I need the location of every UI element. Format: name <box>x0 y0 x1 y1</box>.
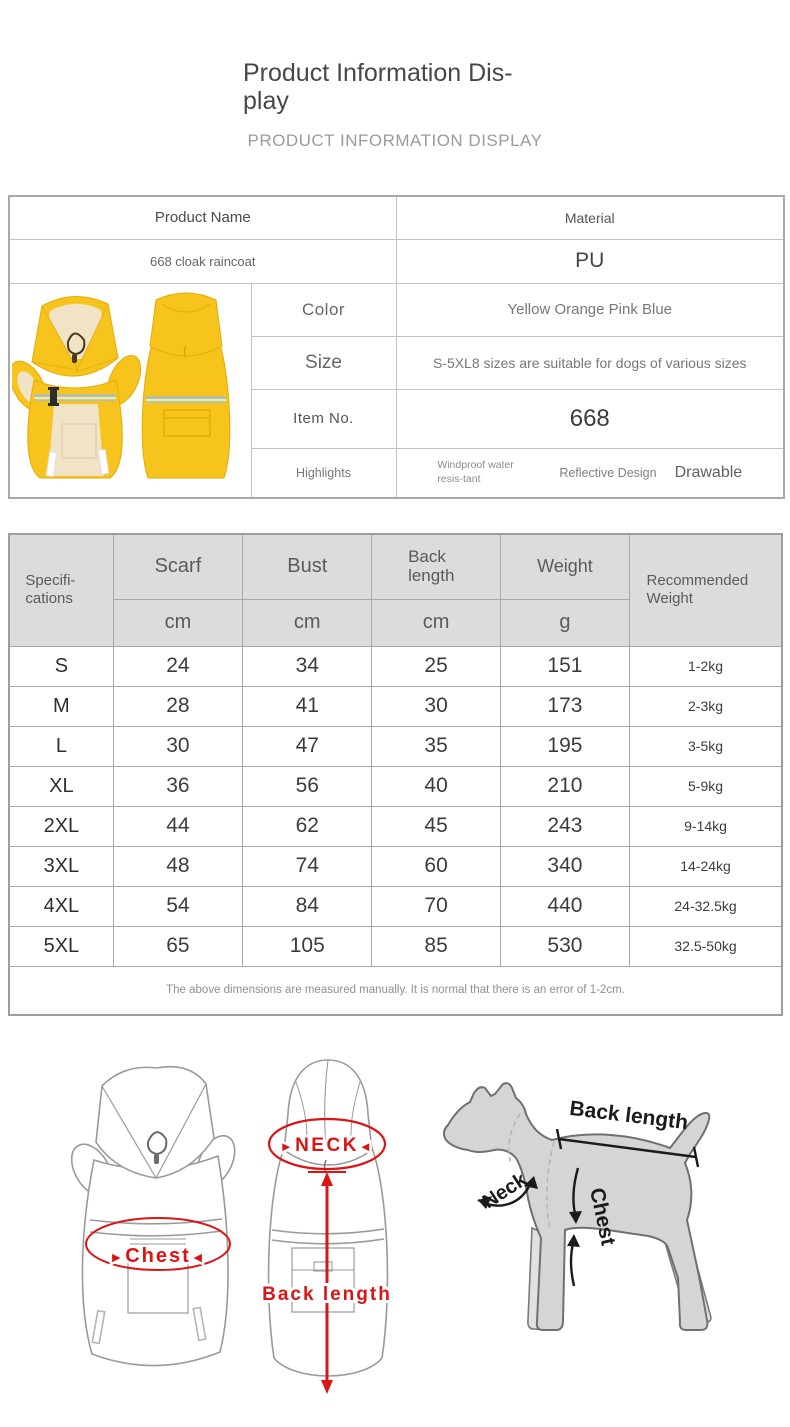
dog-back-length-label: Back length <box>568 1097 689 1134</box>
header-weight: Weight <box>499 533 631 600</box>
header-recommended-weight: Recommended Weight <box>629 533 783 647</box>
unit-bust-cm: cm <box>242 598 373 647</box>
dog-girth-guides <box>508 1113 555 1231</box>
highlights-label: Highlights <box>250 447 397 499</box>
size-value: S-5XL8 sizes are suitable for dogs of va… <box>395 335 785 391</box>
header-scarf: Scarf <box>112 533 244 600</box>
inward-arrow-right-icon: ► <box>280 1139 295 1154</box>
product-name-label: Product Name <box>8 195 397 240</box>
color-value: Yellow Orange Pink Blue <box>395 282 785 337</box>
material-value: PU <box>395 238 785 284</box>
table-row-s: S 24 34 25 151 1-2kg <box>8 645 783 687</box>
header-back-length: Back length <box>371 533 501 600</box>
header-bust: Bust <box>242 533 373 600</box>
inward-arrow-right-icon: ► <box>109 1249 125 1265</box>
back-length-label: Back length <box>262 1284 392 1305</box>
color-label: Color <box>250 282 397 337</box>
dog-back-length-annotation <box>555 1128 700 1168</box>
neck-back-length-annotation: ►NECK◄ Back length <box>259 1117 393 1394</box>
page-title-line1: Product Information Dis- <box>243 59 513 87</box>
unit-back-cm: cm <box>371 598 501 647</box>
highlight-reflective: Reflective Design <box>559 465 657 480</box>
page-subtitle: PRODUCT INFORMATION DISPLAY <box>247 131 543 150</box>
raincoat-front-view <box>9 295 142 478</box>
unit-weight-g: g <box>499 598 631 647</box>
product-info-table: Product Name Material 668 cloak raincoat… <box>8 195 785 499</box>
unit-scarf-cm: cm <box>112 598 244 647</box>
product-photo-cell <box>8 282 252 498</box>
raincoat-back-sketch: ►NECK◄ Back length <box>259 1059 393 1394</box>
highlight-windproof: Windproof water resis-tant <box>437 459 514 485</box>
size-chart-table: Specifi-cations Scarf Bust Back length W… <box>8 533 783 1016</box>
chest-label: ►Chest◄ <box>109 1245 206 1267</box>
table-row-5xl: 5XL 65 105 85 530 32.5-50kg <box>8 925 783 967</box>
dog-measurement-diagram: Back length Neck Chest <box>442 1082 712 1331</box>
table-row-l: L 30 47 35 195 3-5kg <box>8 725 783 767</box>
material-label: Material <box>395 195 785 240</box>
product-photo <box>9 292 231 478</box>
neck-label: ►NECK◄ <box>280 1135 375 1156</box>
table-row-3xl: 3XL 48 74 60 340 14-24kg <box>8 845 783 887</box>
inward-arrow-left-icon: ◄ <box>191 1249 207 1265</box>
table-row-4xl: 4XL 54 84 70 440 24-32.5kg <box>8 885 783 927</box>
product-name-value: 668 cloak raincoat <box>8 238 397 284</box>
table-row-xl: XL 36 56 40 210 5-9kg <box>8 765 783 807</box>
item-no-value: 668 <box>395 389 785 449</box>
header-specifications: Specifi-cations <box>8 533 114 647</box>
dog-silhouette <box>442 1082 711 1331</box>
highlights-value: Windproof water resis-tant Reflective De… <box>395 447 785 499</box>
table-row-2xl: 2XL 44 62 45 243 9-14kg <box>8 805 783 847</box>
chest-annotation: ►Chest◄ <box>85 1217 231 1271</box>
inward-arrow-left-icon: ◄ <box>359 1139 374 1154</box>
page-title: Product Information Dis- play <box>243 59 553 115</box>
size-label: Size <box>250 335 397 391</box>
measurement-note: The above dimensions are measured manual… <box>8 965 783 1016</box>
table-row-m: M 28 41 30 173 2-3kg <box>8 685 783 727</box>
page-title-line2: play <box>243 86 289 115</box>
raincoat-back-view <box>141 292 231 478</box>
highlight-drawable: Drawable <box>674 463 743 481</box>
raincoat-front-sketch: ►Chest◄ <box>70 1065 236 1367</box>
item-no-label: Item No. <box>250 389 397 449</box>
